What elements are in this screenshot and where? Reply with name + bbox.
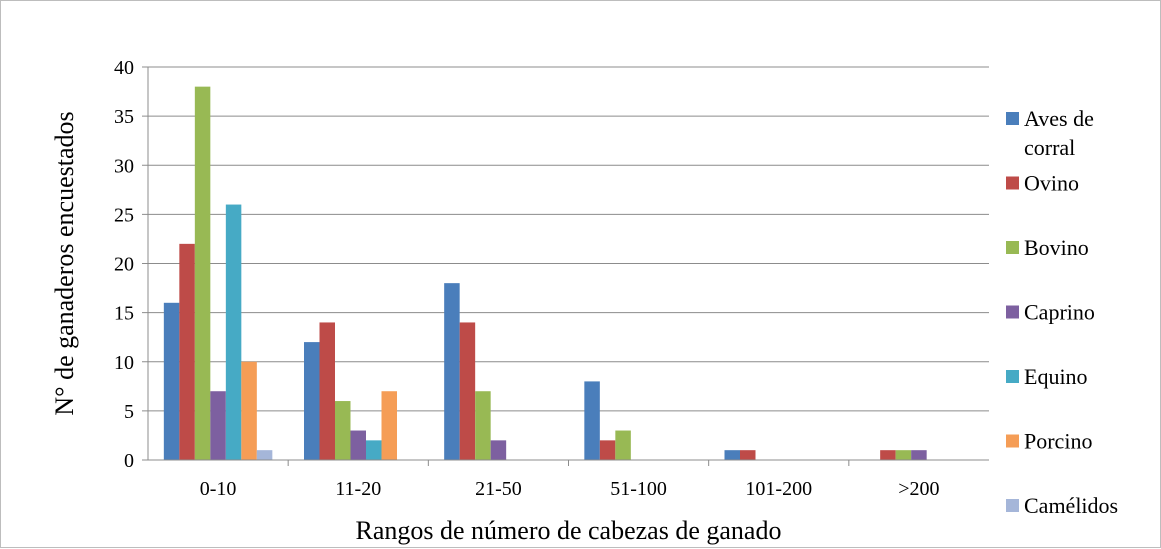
y-tick-label: 40 (114, 57, 134, 79)
bar-caprino (911, 450, 927, 460)
x-tick-label: 11-20 (335, 478, 381, 500)
legend-label: Bovino (1024, 235, 1089, 260)
legend-label: Caprino (1024, 300, 1095, 325)
legend: Aves de corral Ovino Bovino Caprino Equino Por… (1006, 106, 1118, 518)
y-tick-label: 35 (114, 106, 134, 128)
y-tick-label: 20 (114, 254, 134, 276)
x-tick-label: 0-10 (200, 478, 237, 500)
y-tick-label: 15 (114, 303, 134, 325)
bar-bovino (335, 401, 351, 460)
y-tick-label: 10 (114, 352, 134, 374)
bar-camélidos (256, 450, 273, 460)
legend-label: Equino (1024, 364, 1088, 389)
bar-ovino (599, 440, 616, 460)
legend-label: Aves de corral (1024, 106, 1094, 160)
x-tick-label: 21-50 (475, 478, 522, 500)
bar-ovino (179, 243, 195, 460)
legend-label: Porcino (1024, 429, 1092, 454)
bar-aves-de-corral (304, 342, 320, 460)
bar-ovino (319, 322, 335, 460)
legend-swatch (1006, 370, 1019, 383)
x-tick-label: 101-200 (745, 478, 812, 500)
bars (163, 86, 927, 461)
legend-swatch (1006, 305, 1019, 319)
bar-caprino (490, 440, 507, 460)
legend-swatch (1006, 499, 1019, 512)
bar-equino (366, 440, 382, 460)
bar-caprino (210, 391, 226, 460)
legend-swatch (1006, 241, 1019, 254)
bar-bovino (615, 430, 631, 460)
gridlines (148, 66, 989, 412)
bar-caprino (350, 430, 366, 460)
bar-bovino (895, 450, 912, 460)
legend-label: Camélidos (1024, 493, 1118, 518)
bar-aves-de-corral (584, 381, 600, 460)
bar-aves-de-corral (724, 450, 740, 460)
legend-label: Ovino (1024, 171, 1079, 196)
y-tick-label: 0 (124, 450, 134, 472)
x-axis-title: Rangos de número de cabezas de ganado (356, 516, 782, 545)
axes (142, 66, 989, 466)
bar-ovino (880, 450, 896, 460)
legend-swatch (1006, 112, 1019, 125)
bar-ovino (740, 450, 756, 460)
tick-labels: 0 5 10 15 20 25 30 35 40 0-10 11-20 21-50 51-100 101-… (114, 57, 940, 500)
bar-bovino (194, 86, 211, 461)
legend-swatch (1006, 176, 1019, 190)
y-axis-title: N° de ganaderos encuestados (50, 111, 79, 415)
bar-porcino (241, 361, 257, 460)
y-tick-label: 30 (114, 155, 134, 177)
y-tick-label: 25 (114, 204, 134, 226)
x-tick-label: 51-100 (610, 478, 667, 500)
x-tick-label: >200 (898, 478, 939, 500)
y-tick-label: 5 (124, 401, 134, 423)
bar-equino (225, 204, 242, 460)
legend-swatch (1006, 434, 1019, 448)
bar-porcino (381, 391, 397, 460)
bar-bovino (475, 391, 491, 460)
bar-aves-de-corral (444, 283, 460, 460)
bar-aves-de-corral (163, 302, 180, 460)
bar-ovino (459, 322, 476, 460)
